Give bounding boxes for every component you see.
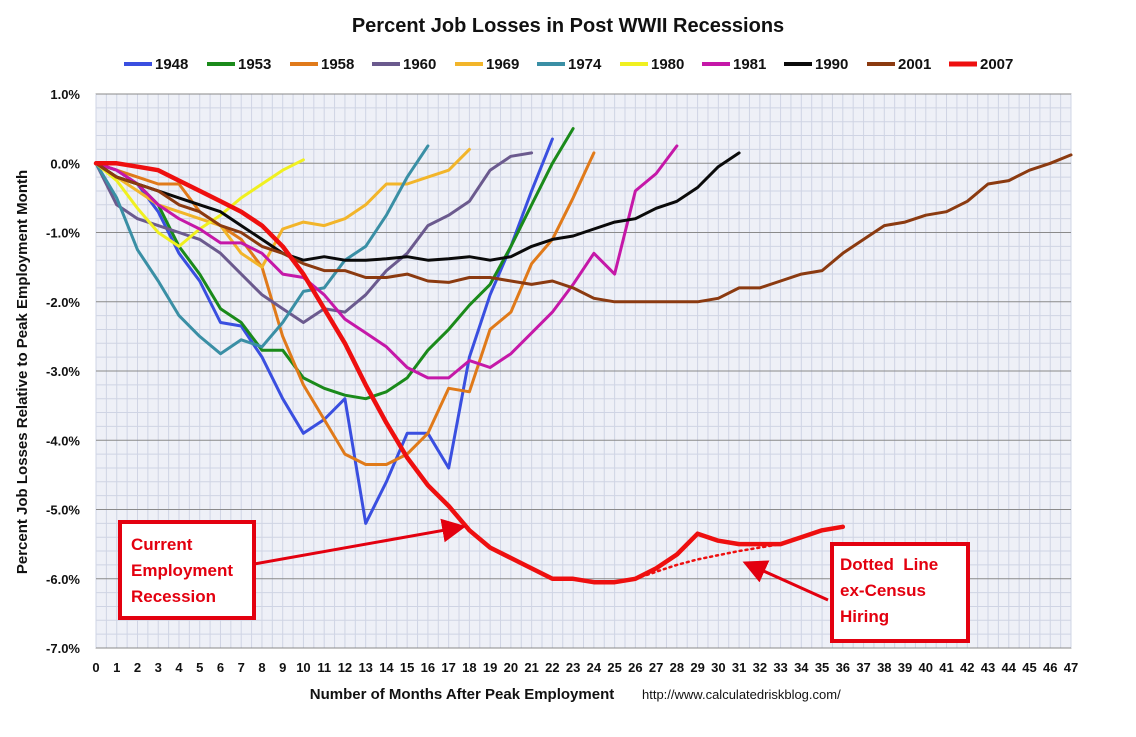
legend-label-1958: 1958 bbox=[321, 56, 354, 73]
x-tick-label: 32 bbox=[753, 660, 767, 675]
y-tick-label: -1.0% bbox=[46, 226, 80, 241]
y-tick-label: -7.0% bbox=[46, 641, 80, 656]
ticks: 1.0% 0.0% -1.0% -2.0% -3.0% -4.0% -5.0% -6.0% -7… bbox=[46, 87, 1078, 675]
x-tick-label: 7 bbox=[238, 660, 245, 675]
x-tick-label: 18 bbox=[462, 660, 476, 675]
annotation-text: Hiring bbox=[840, 607, 889, 626]
y-tick-label: -5.0% bbox=[46, 503, 80, 518]
x-tick-label: 4 bbox=[175, 660, 183, 675]
annotation-text: Employment bbox=[131, 561, 233, 580]
x-tick-label: 5 bbox=[196, 660, 203, 675]
x-tick-label: 27 bbox=[649, 660, 663, 675]
x-tick-label: 12 bbox=[338, 660, 352, 675]
legend-label-2001: 2001 bbox=[898, 56, 931, 73]
x-tick-label: 13 bbox=[358, 660, 372, 675]
x-tick-label: 33 bbox=[773, 660, 787, 675]
annotation-arrow bbox=[742, 560, 829, 602]
annotation-text: Dotted Line bbox=[840, 555, 938, 574]
series-line-2007-ex-census bbox=[634, 542, 782, 581]
series-line-2001 bbox=[94, 153, 1073, 304]
x-tick-label: 20 bbox=[504, 660, 518, 675]
x-tick-label: 25 bbox=[607, 660, 621, 675]
annotation-text: ex-Census bbox=[840, 581, 926, 600]
annotation-box bbox=[830, 542, 970, 643]
x-tick-label: 14 bbox=[379, 660, 394, 675]
credit-url: http://www.calculatedriskblog.com/ bbox=[642, 687, 841, 702]
legend-label-1960: 1960 bbox=[403, 56, 436, 73]
series-line-1990 bbox=[94, 151, 741, 262]
x-tick-label: 2 bbox=[134, 660, 141, 675]
x-tick-label: 36 bbox=[836, 660, 850, 675]
legend-label-1969: 1969 bbox=[486, 56, 519, 73]
x-tick-label: 8 bbox=[258, 660, 265, 675]
legend-label-1953: 1953 bbox=[238, 56, 271, 73]
series-line-1974 bbox=[94, 144, 430, 356]
x-tick-label: 30 bbox=[711, 660, 725, 675]
legend-label-1948: 1948 bbox=[155, 56, 188, 73]
x-tick-label: 38 bbox=[877, 660, 891, 675]
x-tick-label: 19 bbox=[483, 660, 497, 675]
series-line-1958 bbox=[94, 151, 596, 466]
series-line-1981 bbox=[94, 144, 679, 380]
x-tick-label: 21 bbox=[524, 660, 538, 675]
x-axis-label: Number of Months After Peak Employment bbox=[310, 686, 614, 703]
x-tick-label: 6 bbox=[217, 660, 224, 675]
x-tick-label: 24 bbox=[587, 660, 602, 675]
x-tick-label: 34 bbox=[794, 660, 809, 675]
legend-label-1990: 1990 bbox=[815, 56, 848, 73]
legend-label-1974: 1974 bbox=[568, 56, 602, 73]
y-tick-label: -3.0% bbox=[46, 364, 80, 379]
y-tick-label: -6.0% bbox=[46, 572, 80, 587]
legend-label-2007: 2007 bbox=[980, 56, 1013, 73]
x-tick-label: 0 bbox=[92, 660, 99, 675]
x-tick-label: 9 bbox=[279, 660, 286, 675]
annotation-arrow bbox=[253, 518, 467, 566]
x-tick-label: 47 bbox=[1064, 660, 1078, 675]
y-tick-label: -2.0% bbox=[46, 295, 80, 310]
annotations: Current Employment Recession Dotted Line ex-… bbox=[118, 518, 970, 643]
legend-label-1980: 1980 bbox=[651, 56, 684, 73]
annotation-text: Current bbox=[131, 535, 193, 554]
x-tick-label: 31 bbox=[732, 660, 746, 675]
x-tick-label: 40 bbox=[919, 660, 933, 675]
y-tick-label: 0.0% bbox=[50, 156, 80, 171]
x-tick-label: 23 bbox=[566, 660, 580, 675]
x-tick-label: 1 bbox=[113, 660, 120, 675]
legend: 1948 1953 1958 1960 1969 1974 1980 1981 1990 2001… bbox=[124, 56, 1013, 73]
y-axis-label: Percent Job Losses Relative to Peak Empl… bbox=[14, 170, 31, 574]
legend-label-1981: 1981 bbox=[733, 56, 766, 73]
annotation-text: Recession bbox=[131, 587, 216, 606]
series-line-1960 bbox=[94, 151, 534, 324]
series-layer bbox=[93, 127, 1073, 585]
x-tick-label: 43 bbox=[981, 660, 995, 675]
x-tick-label: 11 bbox=[317, 660, 331, 675]
y-tick-label: -4.0% bbox=[46, 433, 80, 448]
x-tick-label: 45 bbox=[1022, 660, 1036, 675]
x-tick-label: 29 bbox=[690, 660, 704, 675]
x-tick-label: 15 bbox=[400, 660, 414, 675]
x-tick-label: 44 bbox=[1002, 660, 1017, 675]
x-tick-label: 3 bbox=[155, 660, 162, 675]
x-tick-label: 10 bbox=[296, 660, 310, 675]
x-tick-label: 39 bbox=[898, 660, 912, 675]
x-tick-label: 28 bbox=[670, 660, 684, 675]
x-tick-label: 26 bbox=[628, 660, 642, 675]
x-tick-label: 35 bbox=[815, 660, 829, 675]
x-tick-label: 17 bbox=[441, 660, 455, 675]
x-tick-label: 37 bbox=[856, 660, 870, 675]
chart-title: Percent Job Losses in Post WWII Recessio… bbox=[352, 15, 784, 37]
x-tick-label: 41 bbox=[939, 660, 953, 675]
y-tick-label: 1.0% bbox=[50, 87, 80, 102]
x-tick-label: 16 bbox=[421, 660, 435, 675]
annotation-box bbox=[118, 520, 256, 620]
x-tick-label: 42 bbox=[960, 660, 974, 675]
series-line-2007 bbox=[93, 161, 846, 585]
x-tick-label: 22 bbox=[545, 660, 559, 675]
x-tick-label: 46 bbox=[1043, 660, 1057, 675]
